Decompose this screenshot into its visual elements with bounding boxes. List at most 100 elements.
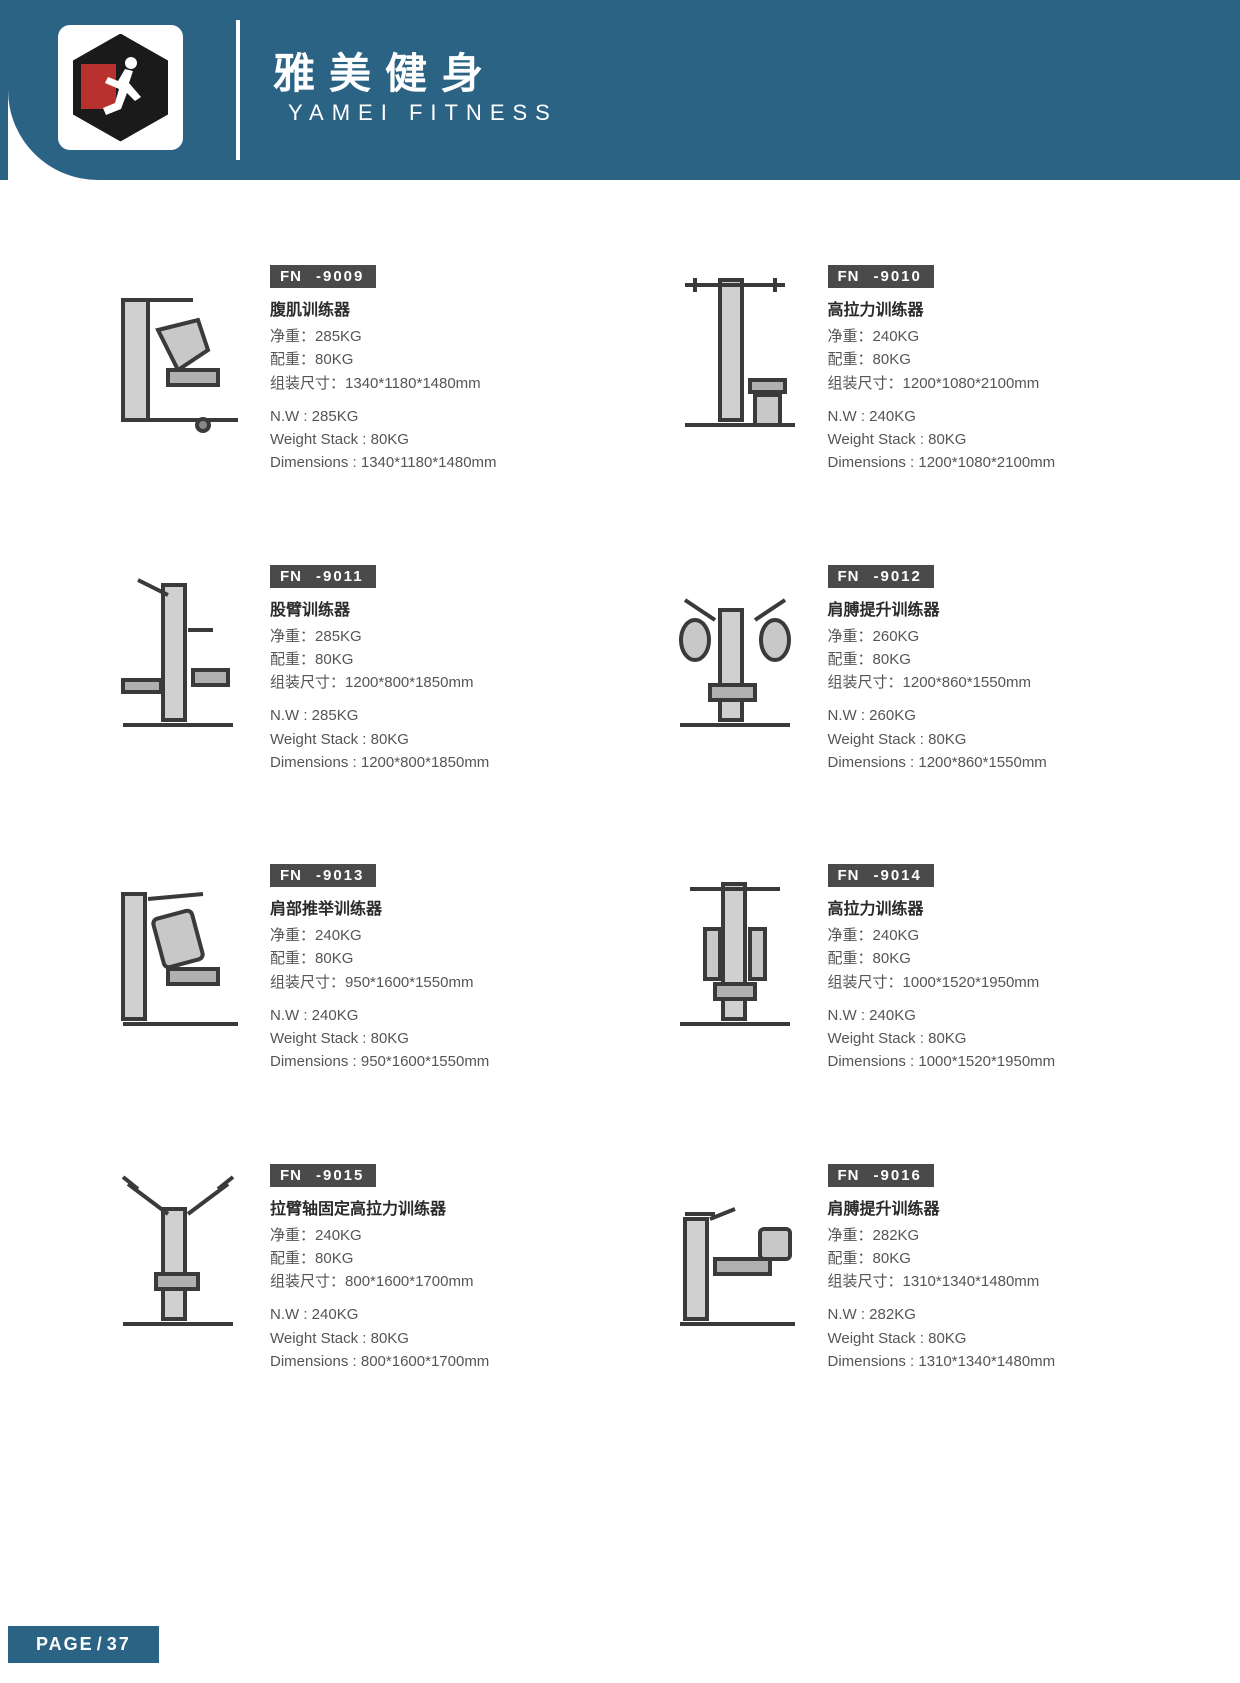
model-prefix: FN xyxy=(270,265,312,288)
spec-ws-en: Weight Stack : 80KG xyxy=(270,428,623,451)
spec-nw-en: N.W : 240KG xyxy=(828,405,1181,428)
machine-icon xyxy=(665,1169,805,1349)
product-item: FN -9010 高拉力训练器 净重：240KG 配重：80KG 组装尺寸：12… xyxy=(653,260,1181,475)
model-number: -9010 xyxy=(870,265,934,288)
catalog-content: FN -9009 腹肌训练器 净重：285KG 配重：80KG 组装尺寸：134… xyxy=(0,180,1240,1373)
model-bar: FN -9012 xyxy=(828,565,1181,588)
logo-hexagon xyxy=(73,34,168,142)
product-specs: FN -9010 高拉力训练器 净重：240KG 配重：80KG 组装尺寸：12… xyxy=(828,260,1181,475)
product-item: FN -9011 股臂训练器 净重：285KG 配重：80KG 组装尺寸：120… xyxy=(95,560,623,775)
spec-dim-en: Dimensions : 1200*1080*2100mm xyxy=(828,451,1181,474)
runner-icon xyxy=(93,53,148,123)
machine-icon xyxy=(665,570,805,750)
spec-dim-cn: 组装尺寸：1200*1080*2100mm xyxy=(828,372,1181,395)
product-item: FN -9016 肩膊提升训练器 净重：282KG 配重：80KG 组装尺寸：1… xyxy=(653,1159,1181,1374)
product-name-cn: 肩膊提升训练器 xyxy=(828,596,1181,620)
product-grid: FN -9009 腹肌训练器 净重：285KG 配重：80KG 组装尺寸：134… xyxy=(95,260,1180,1373)
spec-dim-en: Dimensions : 1310*1340*1480mm xyxy=(828,1350,1181,1373)
product-name-cn: 拉臂轴固定高拉力训练器 xyxy=(270,1195,623,1219)
spec-ws-en: Weight Stack : 80KG xyxy=(828,728,1181,751)
model-bar: FN -9009 xyxy=(270,265,623,288)
model-bar: FN -9013 xyxy=(270,864,623,887)
product-image xyxy=(653,1159,818,1359)
spec-nw-en: N.W : 240KG xyxy=(828,1004,1181,1027)
spec-nw-en: N.W : 285KG xyxy=(270,405,623,428)
spec-ws-cn: 配重：80KG xyxy=(270,648,623,671)
spec-nw-en: N.W : 260KG xyxy=(828,704,1181,727)
spec-nw-cn: 净重：240KG xyxy=(828,924,1181,947)
product-item: FN -9009 腹肌训练器 净重：285KG 配重：80KG 组装尺寸：134… xyxy=(95,260,623,475)
spec-nw-en: N.W : 240KG xyxy=(270,1004,623,1027)
header-divider xyxy=(236,20,240,160)
spec-nw-en: N.W : 282KG xyxy=(828,1303,1181,1326)
spec-ws-cn: 配重：80KG xyxy=(828,348,1181,371)
spec-dim-en: Dimensions : 1000*1520*1950mm xyxy=(828,1050,1181,1073)
product-image xyxy=(95,859,260,1059)
product-image xyxy=(653,560,818,760)
brand-title-en: YAMEI FITNESS xyxy=(288,100,558,126)
machine-icon xyxy=(108,270,248,450)
spec-ws-cn: 配重：80KG xyxy=(828,1247,1181,1270)
product-image xyxy=(95,560,260,760)
product-name-cn: 腹肌训练器 xyxy=(270,296,623,320)
model-prefix: FN xyxy=(828,1164,870,1187)
model-number: -9011 xyxy=(312,565,376,588)
model-bar: FN -9016 xyxy=(828,1164,1181,1187)
spec-ws-en: Weight Stack : 80KG xyxy=(270,728,623,751)
spec-ws-en: Weight Stack : 80KG xyxy=(270,1027,623,1050)
product-item: FN -9014 高拉力训练器 净重：240KG 配重：80KG 组装尺寸：10… xyxy=(653,859,1181,1074)
product-item: FN -9015 拉臂轴固定高拉力训练器 净重：240KG 配重：80KG 组装… xyxy=(95,1159,623,1374)
spec-ws-cn: 配重：80KG xyxy=(828,648,1181,671)
spec-ws-cn: 配重：80KG xyxy=(270,348,623,371)
model-prefix: FN xyxy=(828,864,870,887)
page-label: PAGE xyxy=(36,1634,94,1654)
product-image xyxy=(95,260,260,460)
model-prefix: FN xyxy=(270,864,312,887)
product-item: FN -9012 肩膊提升训练器 净重：260KG 配重：80KG 组装尺寸：1… xyxy=(653,560,1181,775)
product-name-cn: 高拉力训练器 xyxy=(828,895,1181,919)
spec-nw-cn: 净重：282KG xyxy=(828,1224,1181,1247)
model-number: -9015 xyxy=(312,1164,376,1187)
model-bar: FN -9014 xyxy=(828,864,1181,887)
spec-dim-cn: 组装尺寸：1200*800*1850mm xyxy=(270,671,623,694)
spec-nw-en: N.W : 285KG xyxy=(270,704,623,727)
spec-ws-en: Weight Stack : 80KG xyxy=(828,1027,1181,1050)
product-specs: FN -9009 腹肌训练器 净重：285KG 配重：80KG 组装尺寸：134… xyxy=(270,260,623,475)
model-bar: FN -9011 xyxy=(270,565,623,588)
model-number: -9013 xyxy=(312,864,376,887)
spec-nw-cn: 净重：260KG xyxy=(828,625,1181,648)
spec-nw-cn: 净重：240KG xyxy=(828,325,1181,348)
spec-ws-cn: 配重：80KG xyxy=(270,1247,623,1270)
spec-ws-en: Weight Stack : 80KG xyxy=(828,1327,1181,1350)
brand-title-cn: 雅美健身 xyxy=(273,40,497,101)
spec-ws-en: Weight Stack : 80KG xyxy=(828,428,1181,451)
model-number: -9009 xyxy=(312,265,376,288)
spec-dim-cn: 组装尺寸：1000*1520*1950mm xyxy=(828,971,1181,994)
model-prefix: FN xyxy=(270,565,312,588)
spec-dim-cn: 组装尺寸：800*1600*1700mm xyxy=(270,1270,623,1293)
spec-nw-cn: 净重：240KG xyxy=(270,1224,623,1247)
logo-container xyxy=(58,25,183,150)
page-separator: / xyxy=(97,1634,104,1654)
spec-ws-cn: 配重：80KG xyxy=(270,947,623,970)
spec-dim-cn: 组装尺寸：1200*860*1550mm xyxy=(828,671,1181,694)
page-footer: PAGE/37 xyxy=(8,1626,159,1663)
spec-dim-en: Dimensions : 950*1600*1550mm xyxy=(270,1050,623,1073)
product-image xyxy=(653,260,818,460)
product-name-cn: 肩膊提升训练器 xyxy=(828,1195,1181,1219)
spec-dim-cn: 组装尺寸：1340*1180*1480mm xyxy=(270,372,623,395)
model-bar: FN -9015 xyxy=(270,1164,623,1187)
model-prefix: FN xyxy=(270,1164,312,1187)
machine-icon xyxy=(108,1169,248,1349)
spec-dim-en: Dimensions : 1340*1180*1480mm xyxy=(270,451,623,474)
product-specs: FN -9016 肩膊提升训练器 净重：282KG 配重：80KG 组装尺寸：1… xyxy=(828,1159,1181,1374)
machine-icon xyxy=(665,270,805,450)
model-prefix: FN xyxy=(828,265,870,288)
product-image xyxy=(653,859,818,1059)
model-number: -9016 xyxy=(870,1164,934,1187)
product-name-cn: 股臂训练器 xyxy=(270,596,623,620)
product-name-cn: 高拉力训练器 xyxy=(828,296,1181,320)
spec-dim-cn: 组装尺寸：1310*1340*1480mm xyxy=(828,1270,1181,1293)
model-bar: FN -9010 xyxy=(828,265,1181,288)
spec-dim-en: Dimensions : 1200*800*1850mm xyxy=(270,751,623,774)
